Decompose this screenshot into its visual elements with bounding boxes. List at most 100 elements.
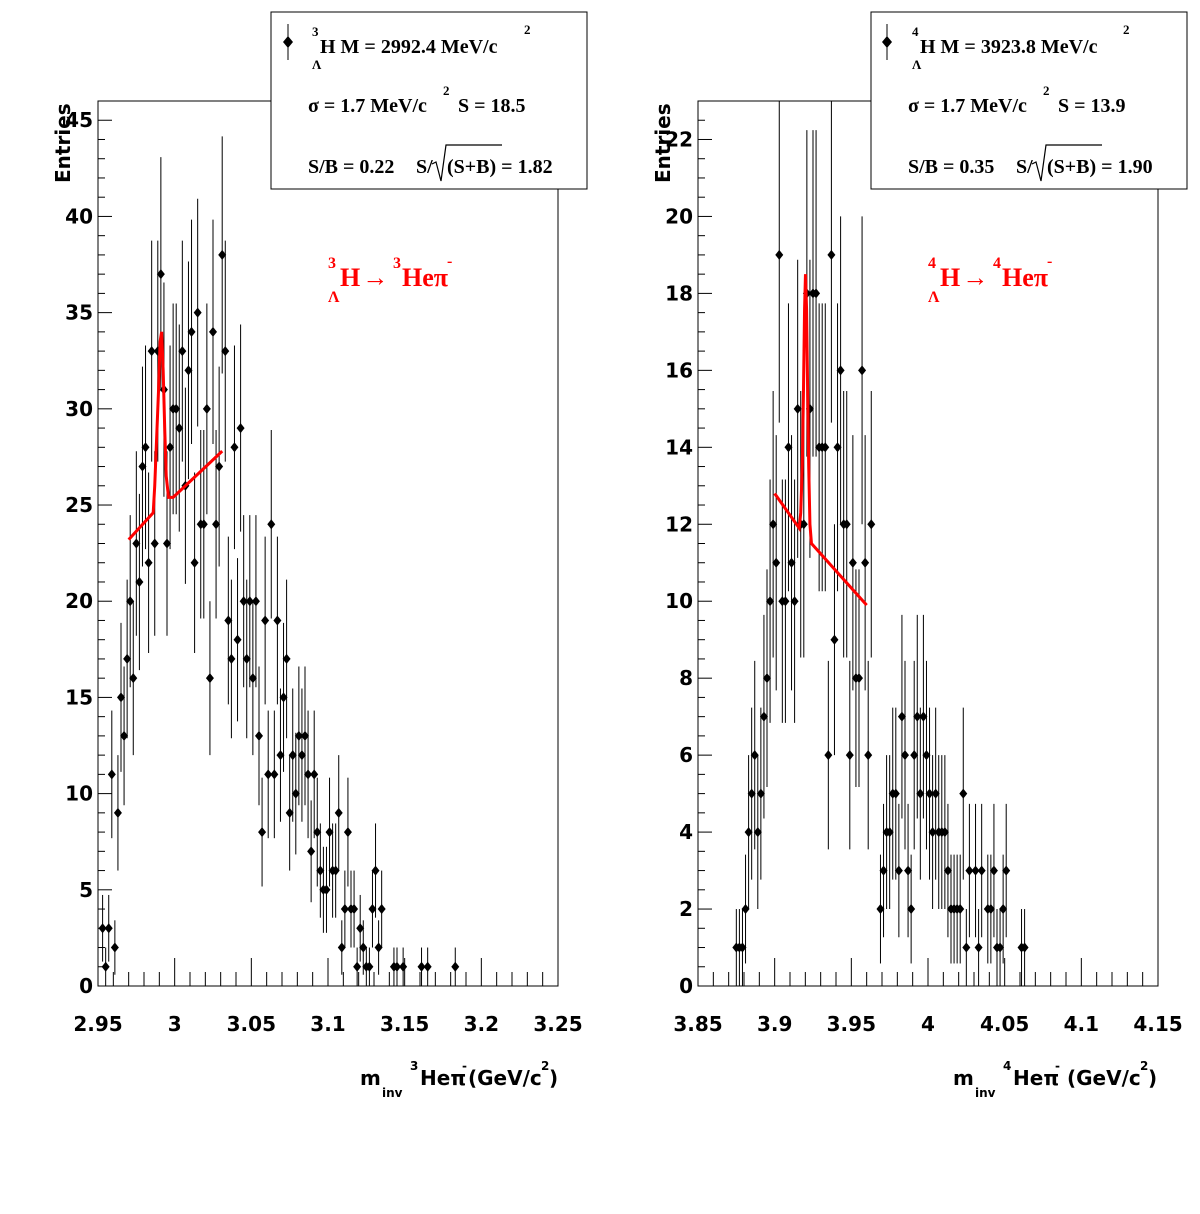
data-point xyxy=(316,865,325,876)
svg-text:Λ: Λ xyxy=(912,57,922,72)
data-point xyxy=(943,865,952,876)
data-point xyxy=(919,711,928,722)
data-point xyxy=(340,904,349,915)
data-point xyxy=(307,846,316,857)
data-point xyxy=(325,827,334,838)
data-point xyxy=(763,673,771,684)
x-tick-label: 3.95 xyxy=(827,1012,876,1036)
data-point xyxy=(227,653,236,664)
data-point xyxy=(187,326,196,337)
data-point xyxy=(965,865,974,876)
data-points xyxy=(98,249,460,972)
data-point xyxy=(833,442,842,453)
y-tick-label: 30 xyxy=(65,397,93,421)
svg-text:-: - xyxy=(1055,1059,1060,1073)
data-point xyxy=(986,904,995,915)
svg-text:(S+B) = 1.90: (S+B) = 1.90 xyxy=(1047,156,1153,178)
x-tick-label: 3.2 xyxy=(464,1012,499,1036)
data-point xyxy=(907,904,916,915)
data-point xyxy=(940,827,949,838)
svg-text:): ) xyxy=(1148,1066,1157,1090)
data-point xyxy=(977,865,986,876)
x-tick-label: 3.25 xyxy=(533,1012,582,1036)
data-point xyxy=(879,865,888,876)
data-point xyxy=(209,326,217,337)
svg-text:2: 2 xyxy=(524,22,531,37)
svg-text:Heπ: Heπ xyxy=(1013,1066,1059,1090)
data-point xyxy=(251,596,260,607)
data-point xyxy=(741,904,750,915)
data-point xyxy=(894,865,903,876)
svg-text:): ) xyxy=(549,1066,558,1090)
y-tick-label: 0 xyxy=(679,974,693,998)
svg-text:inv: inv xyxy=(975,1086,996,1100)
data-point xyxy=(793,403,802,414)
data-point xyxy=(297,750,306,761)
data-point xyxy=(830,634,839,645)
svg-text:(S+B) = 1.82: (S+B) = 1.82 xyxy=(447,156,553,178)
data-point xyxy=(126,596,135,607)
data-points xyxy=(732,249,1029,953)
x-ticks: 2.95 3 3.05 3.1 3.15 3.2 3.25 xyxy=(73,958,583,1036)
svg-text:S = 18.5: S = 18.5 xyxy=(458,95,526,117)
data-point xyxy=(423,961,432,972)
fit-curve xyxy=(773,274,868,607)
svg-text:S = 13.9: S = 13.9 xyxy=(1058,95,1126,117)
x-tick-label: 4.1 xyxy=(1064,1012,1099,1036)
x-tick-label: 4 xyxy=(921,1012,935,1036)
data-point xyxy=(738,942,747,953)
y-ticks: 0 5 10 15 20 25 30 35 40 45 xyxy=(65,100,112,998)
data-point xyxy=(824,750,833,761)
svg-text:-: - xyxy=(447,253,452,270)
data-point xyxy=(781,596,790,607)
decay-annotation: 4 Λ H→ 4 Heπ - xyxy=(928,253,1052,306)
data-point xyxy=(190,557,199,568)
y-tick-label: 22 xyxy=(665,127,693,151)
data-point xyxy=(110,942,119,953)
data-point xyxy=(417,961,426,972)
svg-text:Λ: Λ xyxy=(312,57,322,72)
data-point xyxy=(276,750,285,761)
x-axis-label: m inv 4 Heπ - (GeV/c 2 ) xyxy=(953,1059,1157,1100)
data-point xyxy=(365,961,374,972)
svg-text:4: 4 xyxy=(993,255,1001,272)
svg-text:2: 2 xyxy=(1043,83,1050,98)
y-tick-label: 18 xyxy=(665,281,693,305)
svg-text:S/B = 0.35: S/B = 0.35 xyxy=(908,156,994,178)
y-ticks: 0 2 4 6 8 10 12 14 16 18 20 22 xyxy=(665,100,712,998)
data-point xyxy=(236,423,245,434)
svg-text:3: 3 xyxy=(328,255,336,272)
data-point xyxy=(205,673,214,684)
y-tick-label: 45 xyxy=(65,108,93,132)
data-point xyxy=(224,615,233,626)
x-tick-label: 3.05 xyxy=(227,1012,276,1036)
data-point xyxy=(374,942,383,953)
decay-annotation: 3 Λ H→ 3 Heπ - xyxy=(328,253,452,306)
panel-right: 3.85 3.9 3.95 4 4.05 4.1 4.15 0 2 4 6 8 10 12 14 16 18 2… xyxy=(651,11,1188,1100)
y-tick-label: 2 xyxy=(679,897,693,921)
y-tick-label: 4 xyxy=(679,820,693,844)
data-point xyxy=(759,711,768,722)
data-point xyxy=(959,788,968,799)
x-axis-label: m inv 3 Heπ - (GeV/c 2 ) xyxy=(360,1059,558,1100)
data-point xyxy=(784,442,793,453)
data-point xyxy=(925,788,934,799)
x-ticks: 3.85 3.9 3.95 4 4.05 4.1 4.15 xyxy=(673,958,1183,1036)
data-point xyxy=(199,519,208,530)
data-point xyxy=(350,904,359,915)
data-point xyxy=(258,827,267,838)
plot-frame xyxy=(697,100,1159,987)
svg-text:Λ: Λ xyxy=(328,289,340,306)
data-point xyxy=(999,904,1008,915)
data-point xyxy=(245,596,254,607)
data-point xyxy=(928,827,937,838)
data-point xyxy=(956,904,965,915)
sqrt-sign xyxy=(431,144,502,182)
y-tick-label: 5 xyxy=(79,878,93,902)
data-point xyxy=(772,557,781,568)
data-point xyxy=(285,807,294,818)
data-point xyxy=(897,711,906,722)
data-point xyxy=(178,346,187,357)
data-point xyxy=(334,807,343,818)
